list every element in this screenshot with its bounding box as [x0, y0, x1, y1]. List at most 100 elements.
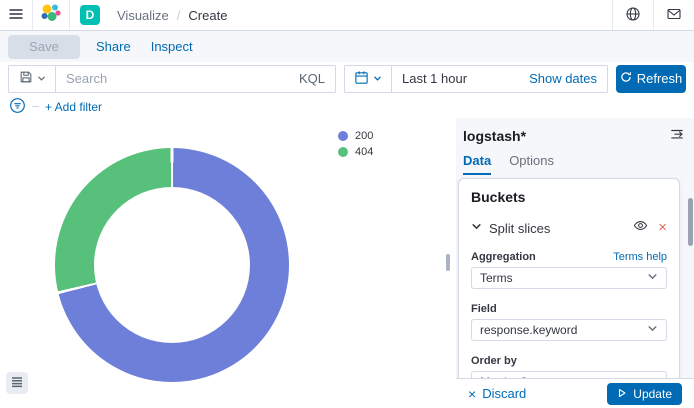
- sidebar-action-bar: × Discard Update: [456, 378, 694, 408]
- legend-item[interactable]: 404: [338, 146, 373, 158]
- legend-dot-404: [338, 147, 348, 157]
- save-button[interactable]: Save: [8, 34, 80, 59]
- sidebar-header: logstash*: [456, 118, 694, 144]
- globe-icon: [625, 6, 641, 25]
- sidebar-scrollbar[interactable]: [688, 198, 693, 246]
- legend-toggle-button[interactable]: [6, 372, 28, 394]
- date-quick-select-button[interactable]: [344, 64, 392, 93]
- update-label: Update: [633, 386, 672, 401]
- header-divider: [612, 0, 613, 30]
- resizer-grip-icon: [446, 254, 450, 271]
- discard-button[interactable]: × Discard: [468, 386, 526, 401]
- menu-button[interactable]: [0, 0, 32, 30]
- breadcrumb-create: Create: [188, 7, 228, 23]
- search-input-wrap: KQL: [56, 64, 336, 93]
- search-input[interactable]: [66, 71, 291, 86]
- save-query-icon: [19, 70, 33, 87]
- share-button[interactable]: Share: [96, 39, 131, 54]
- hamburger-icon: [8, 6, 24, 25]
- sidebar-tabs: Data Options: [456, 144, 694, 175]
- globe-button[interactable]: [613, 0, 653, 30]
- aggregation-value: Terms: [480, 271, 513, 285]
- collapse-editor-button[interactable]: [670, 127, 684, 144]
- header-divider: [32, 0, 33, 30]
- query-language-button[interactable]: KQL: [298, 71, 325, 86]
- filter-options-button[interactable]: [9, 97, 26, 117]
- refresh-label: Refresh: [636, 71, 683, 86]
- chevron-down-icon: [37, 71, 46, 86]
- breadcrumb-separator: /: [176, 7, 181, 23]
- space-badge[interactable]: D: [80, 5, 100, 25]
- order-by-select[interactable]: Metric: Count: [471, 371, 667, 378]
- date-picker-group: Last 1 hour Show dates: [344, 64, 608, 93]
- chart-legend: 200 404: [338, 130, 373, 158]
- header-actions: [612, 0, 694, 30]
- breadcrumb: Visualize / Create: [117, 8, 227, 23]
- header-divider: [69, 0, 70, 30]
- time-range-value[interactable]: Last 1 hour: [402, 71, 468, 86]
- discard-label: Discard: [482, 386, 527, 401]
- time-range-control: Last 1 hour Show dates: [392, 64, 608, 93]
- mail-icon: [666, 6, 682, 25]
- panel-resizer[interactable]: [440, 118, 456, 408]
- inspect-button[interactable]: Inspect: [150, 39, 193, 54]
- content-area: 200 404 log: [0, 118, 694, 408]
- elastic-logo-icon: [40, 2, 62, 29]
- elastic-logo[interactable]: [33, 0, 69, 30]
- breadcrumb-visualize[interactable]: Visualize: [117, 7, 169, 23]
- query-bar: KQL Last 1 hour Show dates: [0, 62, 694, 95]
- top-header: D Visualize / Create: [0, 0, 694, 31]
- filter-icon: [9, 97, 26, 117]
- filter-bar: + Add filter: [0, 95, 694, 118]
- aggregation-select[interactable]: Terms: [471, 267, 667, 289]
- chevron-down-icon: [471, 219, 482, 237]
- tab-data[interactable]: Data: [463, 153, 492, 175]
- legend-label-200: 200: [355, 130, 374, 142]
- filter-divider: [32, 106, 39, 107]
- chevron-down-icon: [647, 323, 658, 337]
- play-icon: [617, 387, 627, 401]
- refresh-button[interactable]: Refresh: [616, 64, 686, 93]
- donut-hole: [94, 187, 250, 343]
- sidebar-scroll-area: Buckets Split slices ×: [456, 175, 694, 378]
- search-group: KQL: [8, 64, 336, 93]
- field-value: response.keyword: [480, 323, 578, 337]
- tab-options[interactable]: Options: [509, 153, 554, 168]
- split-slices-actions: ×: [633, 218, 667, 238]
- order-by-label: Order by: [471, 355, 517, 367]
- refresh-icon: [620, 71, 632, 86]
- aggregation-label: Aggregation: [471, 251, 536, 263]
- split-slices-row[interactable]: Split slices ×: [471, 218, 667, 238]
- visualization-area: 200 404: [0, 118, 456, 408]
- chevron-down-icon: [647, 271, 658, 285]
- field-label: Field: [471, 303, 497, 315]
- legend-item[interactable]: 200: [338, 130, 373, 142]
- collapse-panel-icon: [670, 127, 684, 144]
- buckets-title: Buckets: [471, 189, 526, 205]
- list-icon: [11, 376, 23, 391]
- close-icon: ×: [468, 385, 477, 402]
- donut-chart[interactable]: [55, 148, 289, 382]
- legend-label-404: 404: [355, 146, 374, 158]
- editor-sidebar: logstash* Data Options Buckets: [456, 118, 694, 408]
- add-filter-link[interactable]: + Add filter: [45, 99, 103, 114]
- split-slices-label: Split slices: [489, 220, 551, 236]
- order-by-value: Metric: Count: [480, 375, 551, 378]
- calendar-icon: [354, 70, 369, 88]
- remove-bucket-icon[interactable]: ×: [658, 219, 667, 236]
- header-divider: [653, 0, 654, 30]
- field-select[interactable]: response.keyword: [471, 319, 667, 341]
- show-dates-link[interactable]: Show dates: [529, 71, 597, 86]
- chevron-down-icon: [373, 71, 382, 86]
- eye-icon[interactable]: [633, 218, 648, 238]
- aggregation-label-row: Aggregation Terms help: [471, 251, 667, 263]
- terms-help-link[interactable]: Terms help: [613, 251, 667, 263]
- index-pattern-title: logstash*: [463, 127, 527, 144]
- visualize-toolbar: Save Share Inspect: [0, 31, 694, 62]
- saved-query-button[interactable]: [8, 64, 56, 93]
- mail-button[interactable]: [654, 0, 694, 30]
- buckets-panel: Buckets Split slices ×: [458, 178, 680, 378]
- update-button[interactable]: Update: [607, 382, 682, 405]
- legend-dot-200: [338, 131, 348, 141]
